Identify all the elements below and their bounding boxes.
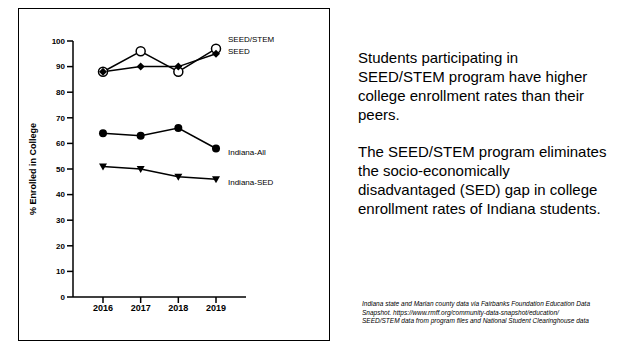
svg-text:0: 0 bbox=[61, 293, 66, 302]
svg-text:SEED/STEM: SEED/STEM bbox=[228, 35, 275, 44]
svg-text:SEED: SEED bbox=[228, 47, 250, 56]
svg-text:Indiana-All: Indiana-All bbox=[228, 148, 266, 157]
html-text:The SEED/STEM program eliminat: The SEED/STEM program eliminates the soc… bbox=[358, 143, 607, 217]
svg-text:20: 20 bbox=[56, 242, 65, 251]
html-text:SEED/STEM data from program fi: SEED/STEM data from program files and Na… bbox=[362, 317, 589, 324]
svg-text:2018: 2018 bbox=[168, 303, 188, 313]
svg-text:80: 80 bbox=[56, 88, 65, 97]
svg-text:10: 10 bbox=[56, 267, 65, 276]
svg-text:30: 30 bbox=[56, 216, 65, 225]
svg-text:% Enrolled in College: % Enrolled in College bbox=[28, 123, 38, 215]
svg-text:40: 40 bbox=[56, 190, 65, 199]
svg-text:2017: 2017 bbox=[131, 303, 151, 313]
html-text:Indiana state and Marian count: Indiana state and Marian county data via… bbox=[362, 300, 590, 316]
svg-text:50: 50 bbox=[56, 165, 65, 174]
svg-text:100: 100 bbox=[52, 37, 66, 46]
svg-text:Indiana-SED: Indiana-SED bbox=[228, 178, 274, 187]
svg-text:70: 70 bbox=[56, 114, 65, 123]
svg-text:2016: 2016 bbox=[93, 303, 113, 313]
svg-text:2019: 2019 bbox=[206, 303, 226, 313]
svg-text:90: 90 bbox=[56, 62, 65, 71]
html-text:Students participating in SEED: Students participating in SEED/STEM prog… bbox=[358, 49, 588, 123]
svg-text:60: 60 bbox=[56, 139, 65, 148]
